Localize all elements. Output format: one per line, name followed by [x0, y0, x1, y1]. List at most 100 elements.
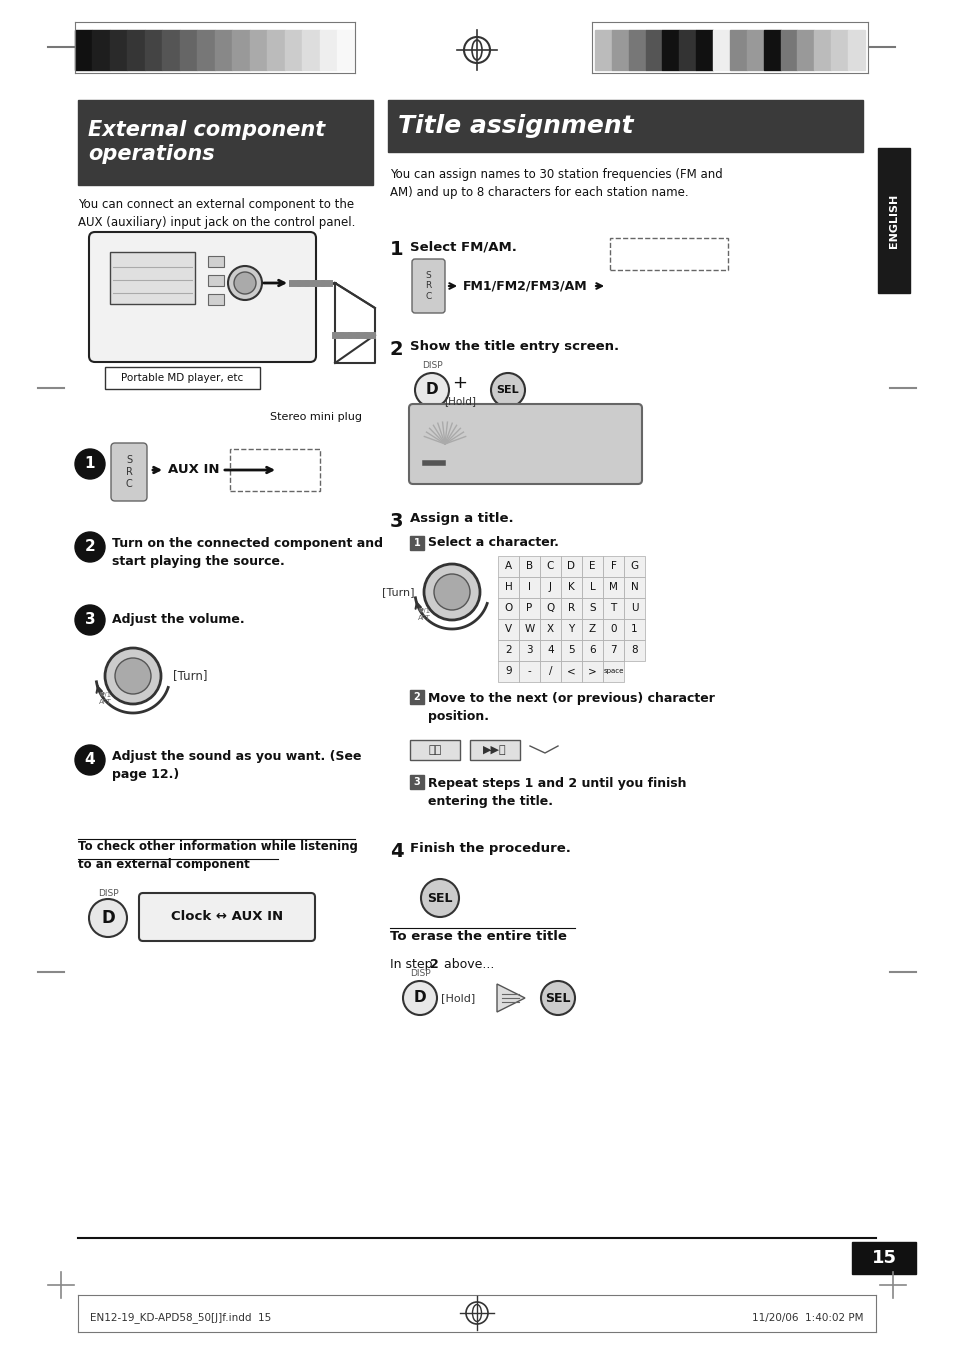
Bar — [713, 30, 729, 70]
Bar — [623, 619, 644, 639]
Text: 2: 2 — [505, 645, 511, 656]
Text: Adjust the volume.: Adjust the volume. — [112, 614, 244, 626]
Text: F: F — [610, 561, 616, 572]
Bar — [602, 639, 623, 661]
Bar — [560, 577, 581, 598]
Bar — [518, 598, 539, 619]
Text: 1: 1 — [414, 538, 420, 548]
Circle shape — [540, 982, 575, 1015]
Circle shape — [115, 658, 151, 694]
Text: EN12-19_KD-APD58_50[J]f.indd  15: EN12-19_KD-APD58_50[J]f.indd 15 — [90, 1313, 271, 1324]
Bar — [128, 30, 145, 70]
Text: To erase the entire title: To erase the entire title — [390, 930, 566, 942]
Bar — [197, 30, 214, 70]
Bar — [208, 256, 224, 266]
Bar — [214, 30, 233, 70]
Text: O: O — [504, 603, 512, 614]
Bar — [285, 30, 302, 70]
FancyBboxPatch shape — [111, 443, 147, 502]
Bar — [581, 639, 602, 661]
Bar — [623, 556, 644, 577]
FancyBboxPatch shape — [412, 260, 444, 314]
Text: >: > — [587, 667, 597, 676]
Text: N: N — [630, 583, 638, 592]
Circle shape — [423, 564, 479, 621]
Text: /: / — [548, 667, 552, 676]
Bar — [623, 598, 644, 619]
Text: ENGLISH: ENGLISH — [888, 193, 898, 247]
Text: 9: 9 — [505, 667, 511, 676]
Bar — [145, 30, 162, 70]
Text: 2: 2 — [390, 339, 403, 360]
Bar — [602, 661, 623, 681]
Text: A: A — [504, 561, 512, 572]
Text: Assign a title.: Assign a title. — [410, 512, 513, 525]
Bar — [560, 639, 581, 661]
Bar — [497, 639, 518, 661]
Bar — [302, 30, 319, 70]
Bar — [797, 30, 814, 70]
Text: Select a character.: Select a character. — [428, 537, 558, 549]
Text: Clock ↔ AUX IN: Clock ↔ AUX IN — [171, 910, 283, 923]
Text: 0: 0 — [610, 625, 616, 634]
Text: DISP: DISP — [421, 361, 442, 370]
Circle shape — [75, 531, 105, 562]
Bar — [539, 577, 560, 598]
Bar — [208, 293, 224, 306]
Bar — [581, 661, 602, 681]
Bar — [250, 30, 267, 70]
Text: AUX IN: AUX IN — [168, 464, 219, 476]
Bar — [230, 449, 319, 491]
Text: 7: 7 — [610, 645, 617, 656]
Text: Repeat steps 1 and 2 until you finish
entering the title.: Repeat steps 1 and 2 until you finish en… — [428, 777, 686, 808]
Bar — [581, 619, 602, 639]
Text: I: I — [527, 583, 531, 592]
Text: 11/20/06  1:40:02 PM: 11/20/06 1:40:02 PM — [752, 1313, 863, 1324]
Polygon shape — [497, 984, 524, 1013]
Text: H: H — [504, 583, 512, 592]
Bar — [581, 577, 602, 598]
Bar — [518, 556, 539, 577]
Text: space: space — [602, 668, 623, 675]
Text: 1: 1 — [631, 625, 638, 634]
Bar — [560, 619, 581, 639]
Circle shape — [75, 745, 105, 775]
Circle shape — [228, 266, 262, 300]
Bar — [780, 30, 797, 70]
Bar — [319, 30, 337, 70]
Bar — [623, 577, 644, 598]
Text: D: D — [101, 909, 114, 927]
Text: SEL: SEL — [427, 891, 453, 904]
Bar — [162, 30, 180, 70]
Bar — [539, 661, 560, 681]
Bar — [180, 30, 197, 70]
Text: Show the title entry screen.: Show the title entry screen. — [410, 339, 618, 353]
Text: K: K — [568, 583, 575, 592]
Text: [Turn]: [Turn] — [172, 669, 208, 683]
Bar — [497, 556, 518, 577]
Bar — [595, 30, 611, 70]
Text: ▶▶⏭: ▶▶⏭ — [482, 745, 506, 754]
Circle shape — [420, 879, 458, 917]
Text: ⏮⏮: ⏮⏮ — [428, 745, 441, 754]
Text: FM1/FM2/FM3/AM: FM1/FM2/FM3/AM — [462, 280, 587, 292]
Bar — [602, 556, 623, 577]
Bar — [110, 30, 128, 70]
Bar — [410, 775, 423, 790]
Text: 15: 15 — [871, 1249, 896, 1267]
Text: +: + — [452, 375, 467, 392]
Bar — [337, 30, 355, 70]
Bar — [602, 619, 623, 639]
Bar — [763, 30, 780, 70]
Text: 8: 8 — [631, 645, 638, 656]
Text: U: U — [630, 603, 638, 614]
FancyBboxPatch shape — [89, 233, 315, 362]
Text: D: D — [425, 383, 437, 397]
Bar — [560, 661, 581, 681]
Circle shape — [75, 604, 105, 635]
Text: SEL: SEL — [497, 385, 518, 395]
Bar — [877, 147, 909, 293]
Bar — [518, 619, 539, 639]
Text: Adjust the sound as you want. (See
page 12.): Adjust the sound as you want. (See page … — [112, 750, 361, 781]
Text: S: S — [589, 603, 596, 614]
